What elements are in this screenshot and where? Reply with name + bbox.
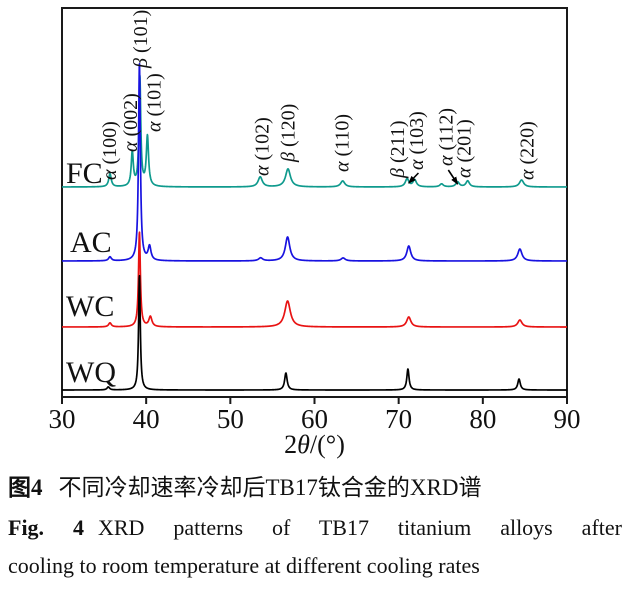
- x-tick-label: 60: [301, 404, 328, 434]
- peak-label-arrow: [447, 169, 459, 185]
- caption-zh-figure-label: 图4: [8, 475, 43, 500]
- peak-label-α-103: α(103): [406, 111, 428, 170]
- peak-label-α-201: α(201): [453, 119, 475, 178]
- x-axis-label: 2θ/(°): [284, 430, 345, 459]
- caption-chinese: 图4 不同冷却速率冷却后TB17钛合金的XRD谱: [8, 474, 622, 502]
- peak-label-α-102: α(102): [251, 117, 273, 176]
- xrd-curve-FC: [61, 74, 568, 188]
- peak-label-α-100: α(100): [99, 121, 121, 180]
- xrd-curve-WC: [61, 231, 568, 328]
- series-label-WC: WC: [66, 290, 114, 323]
- caption-en-figure-label: Fig. 4: [8, 515, 84, 540]
- peak-label-α-101: α(101): [144, 73, 166, 132]
- caption-en-text1: XRD patterns of TB17 titanium alloys aft…: [98, 515, 622, 540]
- caption-zh-text: 不同冷却速率冷却后TB17钛合金的XRD谱: [58, 475, 482, 500]
- peak-label-arrow: [408, 172, 420, 184]
- x-tick-label: 70: [385, 404, 412, 434]
- x-tick-label: 80: [469, 404, 496, 434]
- x-tick-label: 90: [554, 404, 581, 434]
- peak-label-α-002: α(002): [120, 93, 142, 152]
- peak-label-α-110: α(110): [331, 114, 353, 172]
- peak-label-β-101: β(101): [130, 10, 152, 69]
- x-tick-label: 40: [133, 404, 160, 434]
- xrd-curve-AC: [61, 62, 568, 262]
- x-tick-label: 30: [49, 404, 76, 434]
- x-tick-label: 50: [217, 404, 244, 434]
- xrd-chart: 30 40 50 60 70 80 90 2θ/(°) FC AC WC WQ α(100) α(002)…: [49, 7, 581, 459]
- series-label-FC: FC: [66, 157, 103, 190]
- series-label-AC: AC: [70, 226, 112, 259]
- series-label-WQ: WQ: [66, 356, 116, 389]
- caption-english-line2: cooling to room temperature at different…: [8, 553, 480, 578]
- xrd-curve-WQ: [61, 274, 568, 391]
- peak-label-β-120: β(120): [277, 104, 299, 163]
- peak-label-α-112: α(112): [436, 108, 458, 166]
- peak-label-β-211: β(211): [387, 120, 409, 179]
- peak-label-α-220: α(220): [516, 121, 538, 180]
- caption-english-line1: Fig. 4 XRD patterns of TB17 titanium allo…: [8, 514, 622, 542]
